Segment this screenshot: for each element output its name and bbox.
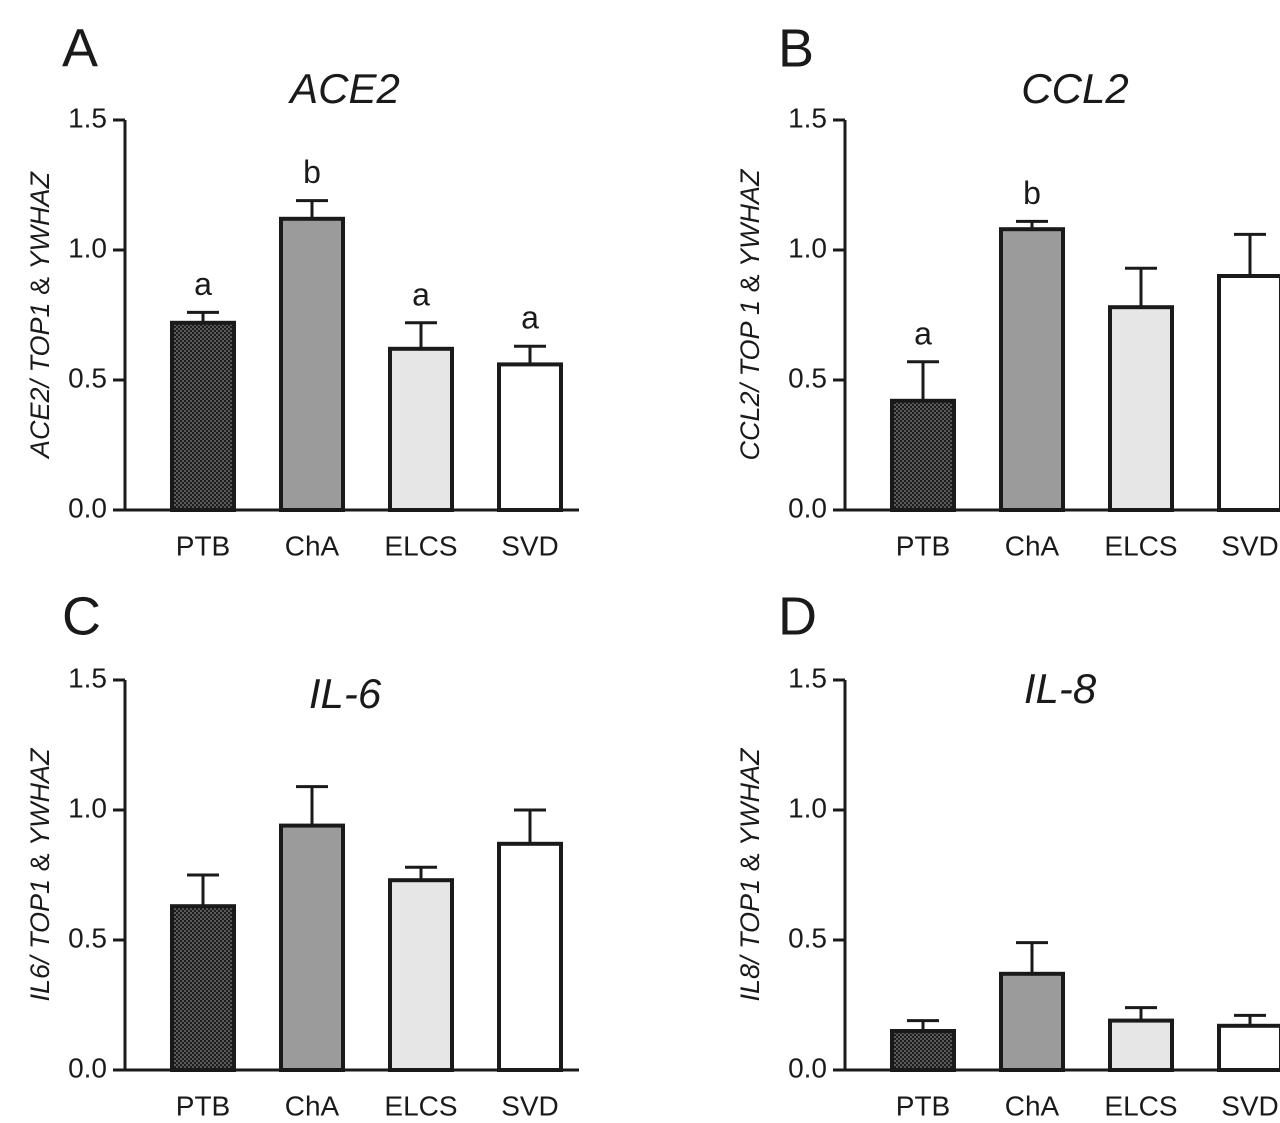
y-tick-label: 0.5 <box>788 362 827 393</box>
y-axis-label: ACE2/ TOP1 & YWHAZ <box>25 170 55 460</box>
significance-label: b <box>1023 175 1041 211</box>
category-label: SVD <box>1221 1090 1279 1121</box>
chart-panel-b: B CCL2 CCL2/ TOP 1 & YWHAZ 0.0 0.5 1.0 1.5 PTB a… <box>735 18 1280 561</box>
bar-elcs <box>388 878 454 1073</box>
category-label: ChA <box>285 530 340 561</box>
significance-label: a <box>412 276 430 312</box>
category-label: ELCS <box>384 530 457 561</box>
panel-letter: A <box>62 18 98 78</box>
y-axis-label-part: YWHAZ <box>735 747 765 846</box>
category-label: ELCS <box>384 1090 457 1121</box>
significance-label: b <box>303 154 321 190</box>
bar-cha <box>999 227 1065 512</box>
chart-panel-a: A ACE2 ACE2/ TOP1 & YWHAZ 0.0 0.5 1.0 1.5 PTB a C… <box>25 18 579 561</box>
y-tick-label: 0.5 <box>68 362 107 393</box>
y-axis-label: IL6/ TOP1 & YWHAZ <box>25 747 55 1002</box>
y-axis-label-part: & <box>735 267 765 300</box>
bar-ptb <box>170 904 236 1073</box>
bar-svd <box>1217 274 1280 512</box>
category-label: ELCS <box>1104 530 1177 561</box>
category-label: SVD <box>501 530 559 561</box>
panel-letter: B <box>778 18 814 78</box>
y-tick-label: 1.0 <box>788 232 827 263</box>
y-axis-label-part: YWHAZ <box>25 747 55 846</box>
bar-ptb <box>890 1029 956 1072</box>
y-axis-label-part: ACE2/ TOP1 <box>25 302 55 460</box>
y-axis-label-part: & <box>735 846 765 879</box>
y-tick-label: 0.0 <box>68 492 107 523</box>
bar-svd <box>497 362 563 512</box>
category-label: PTB <box>176 530 230 561</box>
y-tick-label: 0.0 <box>788 1052 827 1083</box>
y-axis-label-part: IL6/ TOP1 <box>25 879 55 1002</box>
y-tick-label: 1.0 <box>68 232 107 263</box>
significance-label: a <box>521 300 539 336</box>
y-axis-label-part: IL8/ TOP1 <box>735 879 765 1002</box>
y-axis-label: IL8/ TOP1 & YWHAZ <box>735 747 765 1002</box>
chart-title: IL-8 <box>1024 665 1097 712</box>
bar-elcs <box>1108 1018 1174 1072</box>
chart-title: CCL2 <box>1021 65 1128 112</box>
y-tick-label: 0.5 <box>68 922 107 953</box>
chart-panel-d: D IL-8 IL8/ TOP1 & YWHAZ 0.0 0.5 1.0 1.5 PTB ChA… <box>735 586 1280 1121</box>
chart-title: IL-6 <box>309 670 382 717</box>
bar-elcs <box>1108 305 1174 513</box>
bar-elcs <box>388 346 454 512</box>
y-tick-label: 1.5 <box>68 662 107 693</box>
y-tick-label: 0.0 <box>788 492 827 523</box>
chart-title: ACE2 <box>287 65 400 112</box>
category-label: PTB <box>896 1090 950 1121</box>
panel-letter: C <box>62 586 101 646</box>
bar-svd <box>1217 1023 1280 1073</box>
category-label: ChA <box>1005 530 1060 561</box>
y-axis-label-part: YWHAZ <box>735 168 765 267</box>
category-label: PTB <box>176 1090 230 1121</box>
category-label: ChA <box>285 1090 340 1121</box>
bar-cha <box>279 823 345 1072</box>
bar-cha <box>279 216 345 513</box>
y-axis-label-part: & <box>25 846 55 879</box>
bar-ptb <box>890 398 956 512</box>
y-tick-label: 1.5 <box>788 662 827 693</box>
y-tick-label: 1.0 <box>68 792 107 823</box>
bar-svd <box>497 841 563 1072</box>
category-label: ChA <box>1005 1090 1060 1121</box>
y-tick-label: 1.5 <box>788 102 827 133</box>
category-label: PTB <box>896 530 950 561</box>
y-tick-label: 0.5 <box>788 922 827 953</box>
y-tick-label: 1.5 <box>68 102 107 133</box>
y-axis-label-part: CCL2/ TOP 1 <box>735 300 765 461</box>
panel-letter: D <box>778 586 817 646</box>
y-axis-label-part: & <box>25 269 55 302</box>
category-label: SVD <box>1221 530 1279 561</box>
chart-panel-c: C IL-6 IL6/ TOP1 & YWHAZ 0.0 0.5 1.0 1.5 PTB ChA… <box>25 586 579 1121</box>
y-axis-label-part: YWHAZ <box>25 170 55 269</box>
y-tick-label: 1.0 <box>788 792 827 823</box>
y-axis-label: CCL2/ TOP 1 & YWHAZ <box>735 168 765 461</box>
significance-label: a <box>194 266 212 302</box>
category-label: ELCS <box>1104 1090 1177 1121</box>
y-tick-label: 0.0 <box>68 1052 107 1083</box>
significance-label: a <box>914 315 932 351</box>
category-label: SVD <box>501 1090 559 1121</box>
bar-cha <box>999 971 1065 1072</box>
bar-ptb <box>170 320 236 512</box>
